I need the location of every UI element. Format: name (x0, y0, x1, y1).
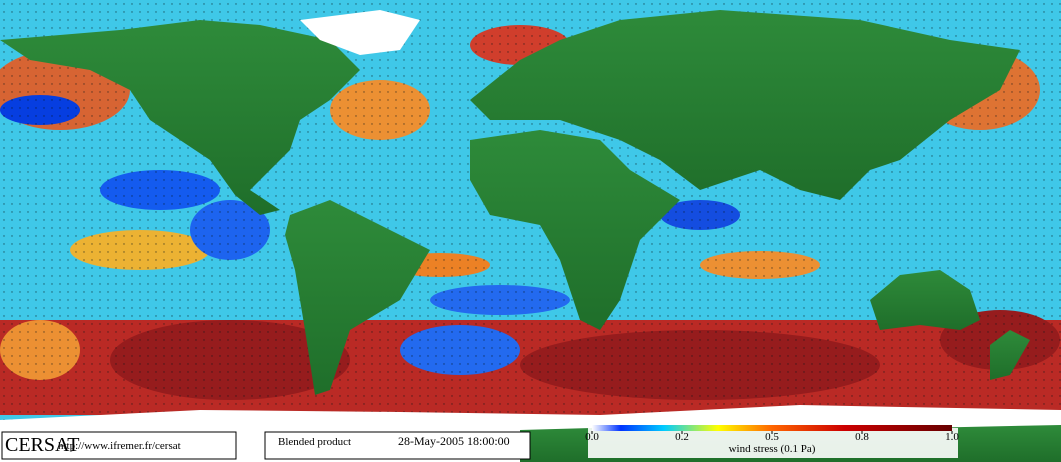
url[interactable]: http://www.ifremer.fr/cersat (58, 440, 181, 452)
colorbar (592, 425, 952, 431)
product: Blended product (278, 436, 351, 448)
colorbar-tick-label: 0.2 (675, 431, 689, 443)
colorbar-tick-label: 0.5 (765, 431, 779, 443)
logo-box (1, 431, 237, 460)
legend-title: wind stress (0.1 Pa) (729, 443, 816, 455)
legend-box (588, 428, 958, 458)
colorbar-tick-label: 0.0 (585, 431, 599, 443)
continents (0, 10, 1061, 462)
colorbar-tick-label: 1.0 (945, 431, 959, 443)
colorbar-tick-label: 0.8 (855, 431, 869, 443)
date: 28-May-2005 18:00:00 (398, 434, 510, 448)
info-box (264, 431, 531, 460)
logo: CERSAT (5, 434, 79, 456)
